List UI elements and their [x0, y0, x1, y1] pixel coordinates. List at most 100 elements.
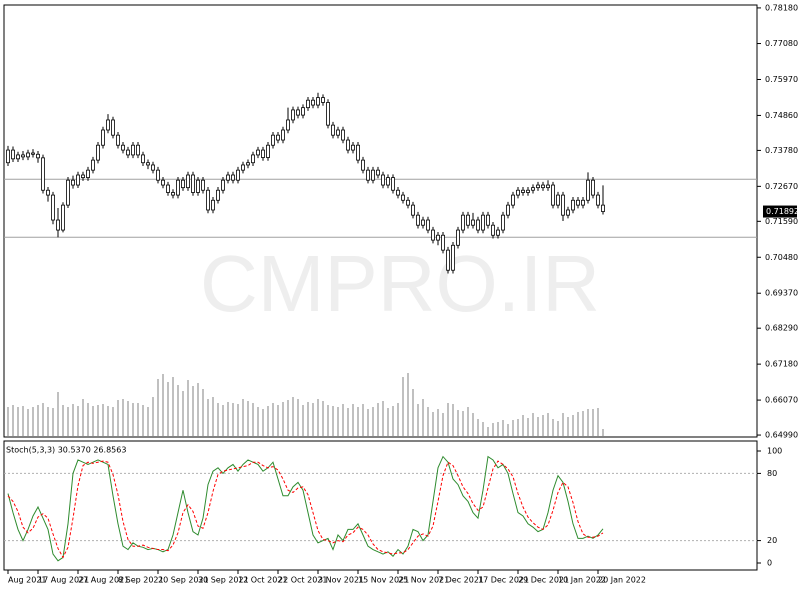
y-tick-label: 0.75970 [765, 75, 798, 84]
x-tick-label: 22 Oct 2021 [278, 576, 327, 585]
x-tick-label: 25 Nov 2021 [398, 576, 449, 585]
y-tick-label: 0.69370 [765, 289, 798, 298]
candle-body [151, 164, 155, 171]
candle-body [256, 149, 260, 156]
candle-body [136, 144, 140, 156]
candle-body [11, 149, 15, 160]
candle-body [296, 109, 300, 116]
candle-body [391, 177, 395, 191]
candle-body [311, 99, 315, 106]
candle-body [176, 179, 180, 196]
x-tick-label: 29 Dec 2021 [518, 576, 569, 585]
candle-body [301, 107, 305, 116]
candle-body [121, 144, 125, 151]
candle-body [251, 154, 255, 164]
y-tick-label: 100 [767, 447, 782, 456]
y-tick-label: 0.74860 [765, 111, 798, 120]
candle-body [466, 214, 470, 226]
candle-body [356, 144, 360, 161]
stoch-line [7, 455, 604, 562]
candle-body [111, 119, 115, 136]
candle-body [476, 219, 480, 231]
candle-body [511, 194, 515, 206]
candle-body [171, 192, 175, 196]
candle-body [481, 214, 485, 231]
x-tick-label: 20 Sep 2021 [158, 576, 209, 585]
candle-body [421, 219, 425, 226]
candle-body [126, 149, 130, 156]
candle-body [191, 174, 195, 193]
candle-body [506, 204, 510, 216]
candle-body [346, 139, 350, 151]
candle-body [266, 144, 270, 158]
candle-body [526, 189, 530, 193]
candle-body [431, 229, 435, 241]
candle-body [76, 174, 80, 186]
candle-body [181, 179, 185, 189]
candle-body [196, 179, 200, 193]
candle-body [201, 179, 205, 191]
candle-body [566, 209, 570, 216]
candle-body [206, 189, 210, 211]
y-tick-label: 80 [767, 469, 777, 478]
y-tick-label: 0.77080 [765, 39, 798, 48]
candle-body [246, 162, 250, 166]
candle-body [166, 184, 170, 193]
candle-body [6, 149, 10, 164]
candle-body [31, 152, 35, 155]
candle-body [231, 174, 235, 181]
candle-body [86, 169, 90, 179]
candle-body [61, 204, 65, 231]
y-tick-label: 0.64990 [765, 431, 798, 440]
stoch-title: Stoch(5,3,3) 30.5370 26.8563 [6, 446, 126, 455]
candle-body [591, 179, 595, 196]
candle-body [281, 129, 285, 141]
candle-body [326, 102, 330, 126]
candle-body [581, 199, 585, 206]
x-tick-label: 8 Sep 2021 [118, 576, 164, 585]
candle-body [186, 174, 190, 189]
candle-body [371, 169, 375, 181]
candle-body [236, 169, 240, 181]
candle-body [276, 134, 280, 141]
candle-body [406, 199, 410, 206]
candle-body [436, 234, 440, 241]
candle-body [51, 194, 55, 221]
candle-body [441, 234, 445, 251]
candle-body [366, 169, 370, 181]
candle-body [486, 214, 490, 226]
y-tick-label: 0.68290 [765, 324, 798, 333]
y-tick-label: 0.78180 [765, 3, 798, 12]
candle-body [221, 179, 225, 191]
x-tick-label: 30 Sep 2021 [198, 576, 249, 585]
candle-body [261, 149, 265, 158]
candle-body [536, 184, 540, 189]
stoch-line [7, 460, 604, 559]
candle-body [141, 154, 145, 164]
candle-body [451, 244, 455, 271]
y-tick-label: 0.73780 [765, 146, 798, 155]
candle-body [41, 157, 45, 191]
candle-body [321, 97, 325, 103]
y-tick-label: 0 [767, 559, 772, 568]
y-tick-label: 0.70480 [765, 253, 798, 262]
x-tick-label: 15 Nov 2021 [358, 576, 409, 585]
candle-body [386, 177, 390, 186]
candle-body [36, 153, 40, 159]
y-tick-label: 0.71590 [765, 217, 798, 226]
candle-body [156, 169, 160, 181]
candle-body [501, 214, 505, 231]
candle-body [446, 249, 450, 271]
x-tick-label: 12 Oct 2021 [238, 576, 287, 585]
candle-body [316, 97, 320, 106]
x-tick-label: 17 Aug 2021 [38, 576, 89, 585]
watermark: CMPRO.IR [200, 239, 600, 328]
current-price-box [763, 205, 797, 218]
x-tick-label: 17 Dec 2021 [478, 576, 529, 585]
candle-body [336, 129, 340, 136]
y-tick-label: 20 [767, 536, 777, 545]
candle-body [426, 219, 430, 231]
candle-body [561, 194, 565, 216]
